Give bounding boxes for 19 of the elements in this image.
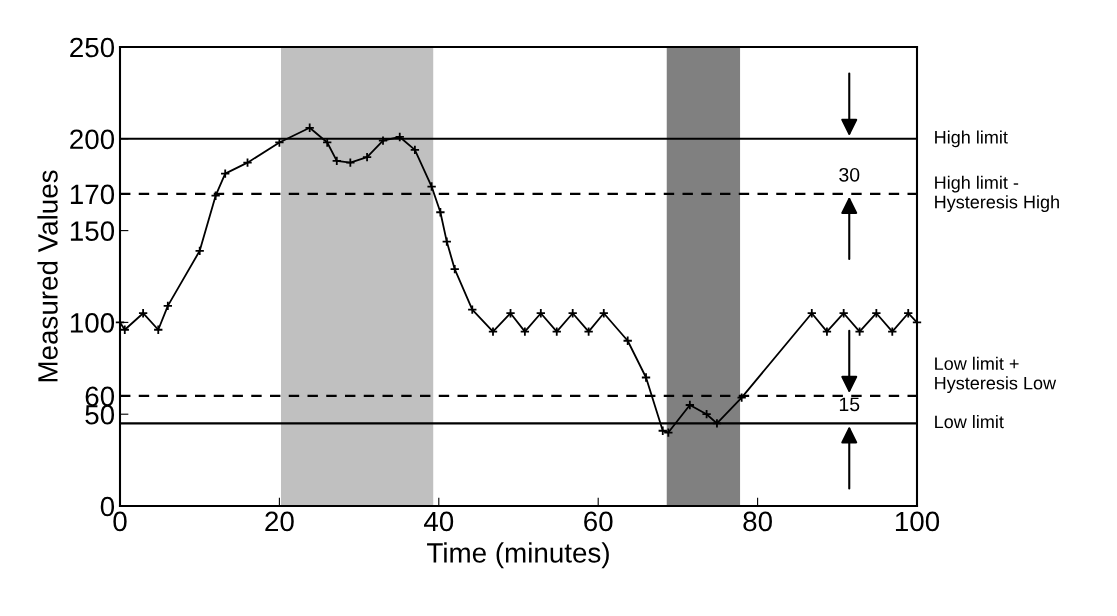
y-tick-label: 0: [100, 496, 115, 517]
x-tick-label: 20: [265, 511, 294, 532]
annotation: 15: [839, 397, 860, 412]
x-tick-label: 60: [584, 511, 613, 532]
y-tick-label: 250: [70, 37, 115, 58]
annotation: 30: [839, 167, 860, 182]
y-tick-label: 200: [70, 129, 115, 150]
ref-line-label: Low limit: [935, 414, 1004, 429]
x-tick-label: 80: [743, 511, 772, 532]
ref-line-label: High limit: [935, 130, 1008, 148]
x-tick-label: 40: [423, 511, 454, 532]
y-tick-label: 100: [70, 313, 115, 333]
y-axis-title: Measured Values: [37, 170, 58, 382]
y-tick-label: 170: [70, 184, 115, 205]
ref-line-label: High limit - Hysteresis High: [935, 175, 1059, 213]
y-tick-label: 150: [70, 221, 115, 241]
x-axis-title: Time (minutes): [427, 542, 609, 569]
ref-line-label: Low limit + Hysteresis Low: [935, 356, 1057, 394]
x-tick-label: 100: [895, 511, 940, 532]
